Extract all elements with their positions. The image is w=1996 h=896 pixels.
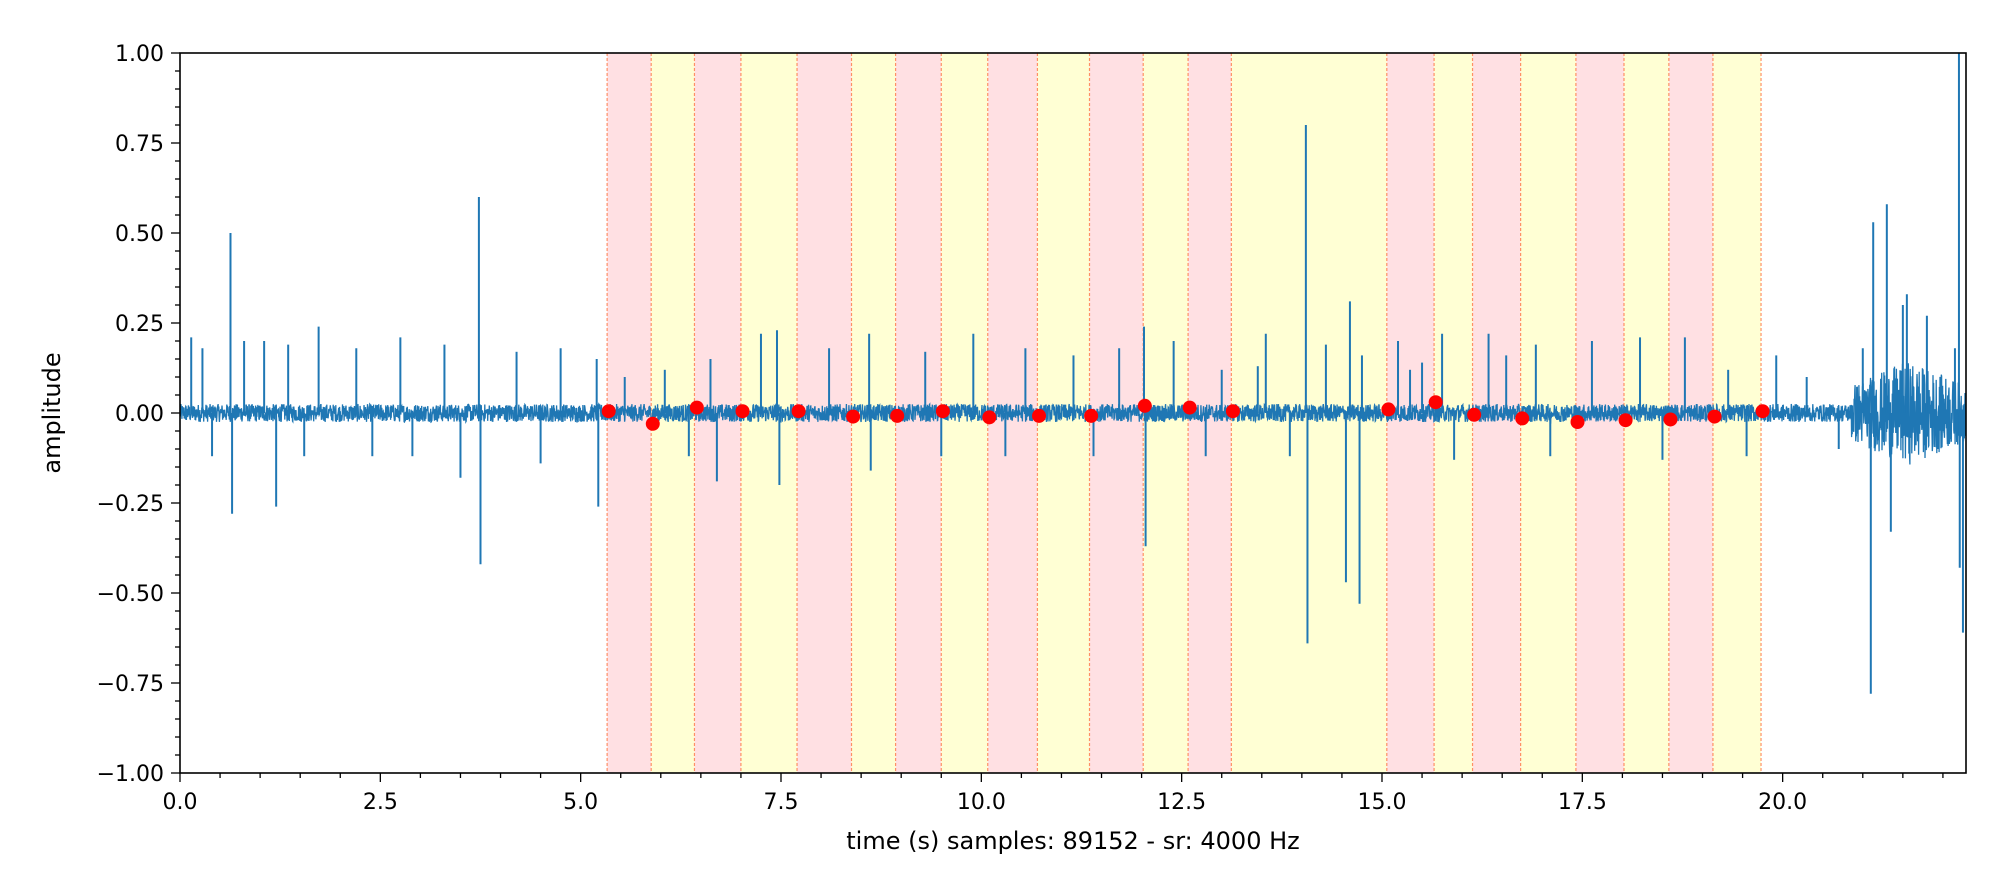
y-tick-label: 0.50 xyxy=(115,222,164,247)
peak-marker xyxy=(1225,404,1240,419)
peak-marker xyxy=(645,416,660,431)
x-tick-label: 17.5 xyxy=(1558,790,1607,815)
y-tick-label: −0.50 xyxy=(97,582,164,607)
y-tick-label: −0.25 xyxy=(97,492,164,517)
x-tick-label: 15.0 xyxy=(1357,790,1406,815)
x-tick-label: 0.0 xyxy=(163,790,198,815)
x-tick-label: 5.0 xyxy=(563,790,598,815)
peak-marker xyxy=(791,404,806,419)
peak-markers xyxy=(601,395,1770,431)
x-axis-label: time (s) samples: 89152 - sr: 4000 Hz xyxy=(846,827,1299,855)
peak-marker xyxy=(982,410,997,425)
peak-marker xyxy=(846,409,861,424)
y-tick-label: 0.75 xyxy=(115,132,164,157)
peak-marker xyxy=(935,404,950,419)
y-tick-label: 1.00 xyxy=(115,42,164,67)
y-tick-label: −0.75 xyxy=(97,672,164,697)
x-tick-label: 2.5 xyxy=(363,790,398,815)
peak-marker xyxy=(735,404,750,419)
peak-marker xyxy=(1618,413,1633,428)
y-axis-ticks: 1.00 0.75 0.50 0.25 0.00 −0.25 −0.50 −0.75 −1.00 xyxy=(97,42,180,787)
y-tick-label: −1.00 xyxy=(97,762,164,787)
peak-marker xyxy=(1428,395,1443,410)
x-tick-label: 7.5 xyxy=(763,790,798,815)
peak-marker xyxy=(890,408,905,423)
x-tick-label: 20.0 xyxy=(1758,790,1807,815)
y-tick-label: 0.00 xyxy=(115,402,164,427)
peak-marker xyxy=(1032,408,1047,423)
peak-marker xyxy=(1137,398,1152,413)
signal-trace xyxy=(179,53,1967,694)
peak-marker xyxy=(1515,411,1530,426)
peak-marker xyxy=(1570,415,1585,429)
peak-marker xyxy=(1084,408,1099,423)
peak-marker xyxy=(1663,412,1678,427)
peak-marker xyxy=(1381,402,1396,417)
peak-marker xyxy=(601,404,616,419)
y-tick-label: 0.25 xyxy=(115,312,164,337)
x-tick-label: 12.5 xyxy=(1157,790,1206,815)
signal-baseline xyxy=(179,363,1967,465)
y-axis-label: amplitude xyxy=(38,352,66,473)
x-axis-ticks: 0.0 2.5 5.0 7.5 10.0 12.5 15.0 17.5 20.0 xyxy=(163,773,1944,815)
peak-marker xyxy=(1707,409,1722,424)
peak-marker xyxy=(1755,404,1770,419)
x-tick-label: 10.0 xyxy=(957,790,1006,815)
peak-marker xyxy=(689,400,704,415)
peak-marker xyxy=(1182,400,1197,415)
peak-marker xyxy=(1467,407,1482,422)
